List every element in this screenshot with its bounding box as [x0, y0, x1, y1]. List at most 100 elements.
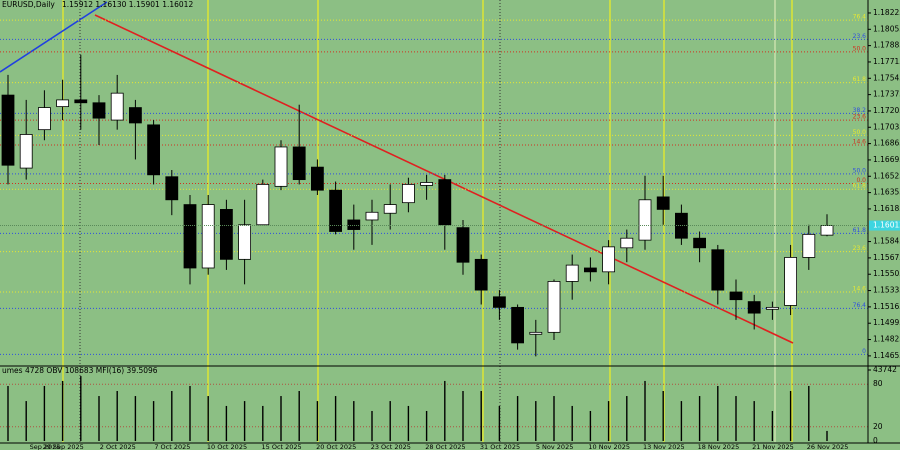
candle-body [784, 257, 797, 306]
y-tick-label: 1.16525 [873, 171, 900, 180]
candle-body [92, 102, 106, 119]
candle-body [256, 184, 270, 226]
y-tick-label: 1.15675 [873, 253, 900, 262]
candle-body [183, 204, 197, 269]
y-tick-label: 1.16695 [873, 155, 900, 164]
level-label: 50.0 [853, 45, 867, 52]
candle-body [110, 92, 124, 121]
y-tick-label: 1.15505 [873, 269, 900, 278]
trend-line [94, 14, 794, 344]
candle-body [401, 184, 415, 204]
y-tick-label: 1.15335 [873, 286, 900, 295]
level-label: 14.6 [853, 286, 867, 293]
candle-body [38, 107, 51, 131]
candle-body [584, 267, 597, 273]
indicator-title: umes 4728 OBV 108683 MFI(16) 39.5096 [2, 366, 158, 375]
x-tick-label: 18 Nov 2025 [698, 443, 740, 450]
price-box [869, 220, 900, 231]
x-tick-label: 20 Oct 2025 [316, 443, 356, 450]
y-tick-label: 1.14995 [873, 318, 900, 327]
candle-body [365, 211, 379, 221]
candle-body [383, 204, 397, 214]
candle-body [165, 176, 179, 201]
x-tick-label: 13 Nov 2025 [643, 443, 685, 450]
candle-body [19, 134, 33, 169]
candle-body [820, 225, 834, 236]
y-tick-label: 1.14655 [873, 351, 900, 360]
x-tick-label: 28 Oct 2025 [425, 443, 465, 450]
y2-tick-label: 0 [873, 436, 878, 445]
candle-body [1, 94, 15, 166]
candle-body [529, 331, 543, 335]
level-label: 14.6 [853, 139, 867, 146]
candle-body [347, 219, 361, 230]
x-tick-label: 10 Oct 2025 [207, 443, 247, 450]
x-tick-label: 10 Nov 2025 [588, 443, 630, 450]
y-tick-label: 1.16865 [873, 139, 900, 148]
x-tick-label: 31 Oct 2025 [480, 443, 520, 450]
candle-body [329, 189, 343, 232]
y-tick-label: 1.17375 [873, 90, 900, 99]
candle-body [638, 199, 652, 241]
y-tick-label: 1.17715 [873, 57, 900, 66]
level-label: 76.4 [853, 302, 867, 309]
level-label: 0 [862, 348, 866, 355]
candle-body [474, 258, 488, 291]
level-label: 23.6 [853, 114, 867, 121]
level-label: 61.8 [853, 183, 867, 190]
candle-body [310, 166, 324, 191]
x-tick-label: 29 Sep 2025 [43, 443, 84, 450]
y-tick-label: 1.18055 [873, 24, 900, 33]
candle-body [675, 212, 688, 239]
level-label: 61.8 [853, 227, 867, 234]
x-tick-label: Sep 2025 [30, 443, 61, 450]
candle-body [511, 306, 525, 344]
candle-body [747, 301, 761, 314]
candle-body [456, 227, 470, 263]
y-tick-label: 1.15165 [873, 302, 900, 311]
candle-body [802, 233, 816, 258]
x-tick-label: 5 Nov 2025 [536, 443, 574, 450]
y2-tick-label: 20 [873, 422, 883, 431]
y-tick-label: 1.18225 [873, 8, 900, 17]
level-label: 23.6 [853, 33, 867, 40]
level-label: 61.8 [853, 76, 867, 83]
candle-body [492, 296, 506, 308]
y-tick-label: 1.17035 [873, 122, 900, 131]
candle-body [602, 246, 615, 273]
level-label: 50.0 [853, 129, 867, 136]
y2-tick-label: 80 [873, 379, 883, 388]
y-tick-label: 43742 [873, 365, 897, 374]
candle-body [565, 264, 579, 282]
candle-body [438, 179, 452, 226]
candle-body [693, 237, 706, 249]
level-label: 50.0 [853, 167, 867, 174]
ohlc-text: 1.15912 1.16130 1.15901 1.16012 [62, 0, 193, 9]
candle-body [656, 196, 670, 210]
chart-title: EURUSD,Daily [2, 0, 55, 9]
y-tick-label: 1.17205 [873, 106, 900, 115]
candle-body [201, 204, 215, 269]
x-tick-label: 2 Oct 2025 [100, 443, 136, 450]
candle-body [620, 237, 634, 249]
x-tick-label: 7 Oct 2025 [154, 443, 190, 450]
level-label: 23.6 [853, 245, 867, 252]
level-label: 76.4 [853, 14, 867, 21]
price-label: 1.16012 [873, 221, 900, 230]
y-tick-label: 1.17885 [873, 41, 900, 50]
candle-body [274, 146, 288, 187]
x-tick-label: 23 Oct 2025 [371, 443, 411, 450]
candle-body [238, 224, 252, 260]
level-label: 0.0 [856, 177, 866, 184]
candle-body [420, 182, 434, 186]
candle-body [56, 99, 69, 108]
candle-body [766, 306, 779, 310]
trend-line [0, 1, 108, 73]
candle-body [147, 124, 161, 176]
candle-body [711, 249, 725, 291]
candle-body [547, 281, 561, 333]
candle-body [74, 99, 88, 104]
candle-body [292, 146, 306, 181]
y-tick-label: 1.14825 [873, 335, 900, 344]
